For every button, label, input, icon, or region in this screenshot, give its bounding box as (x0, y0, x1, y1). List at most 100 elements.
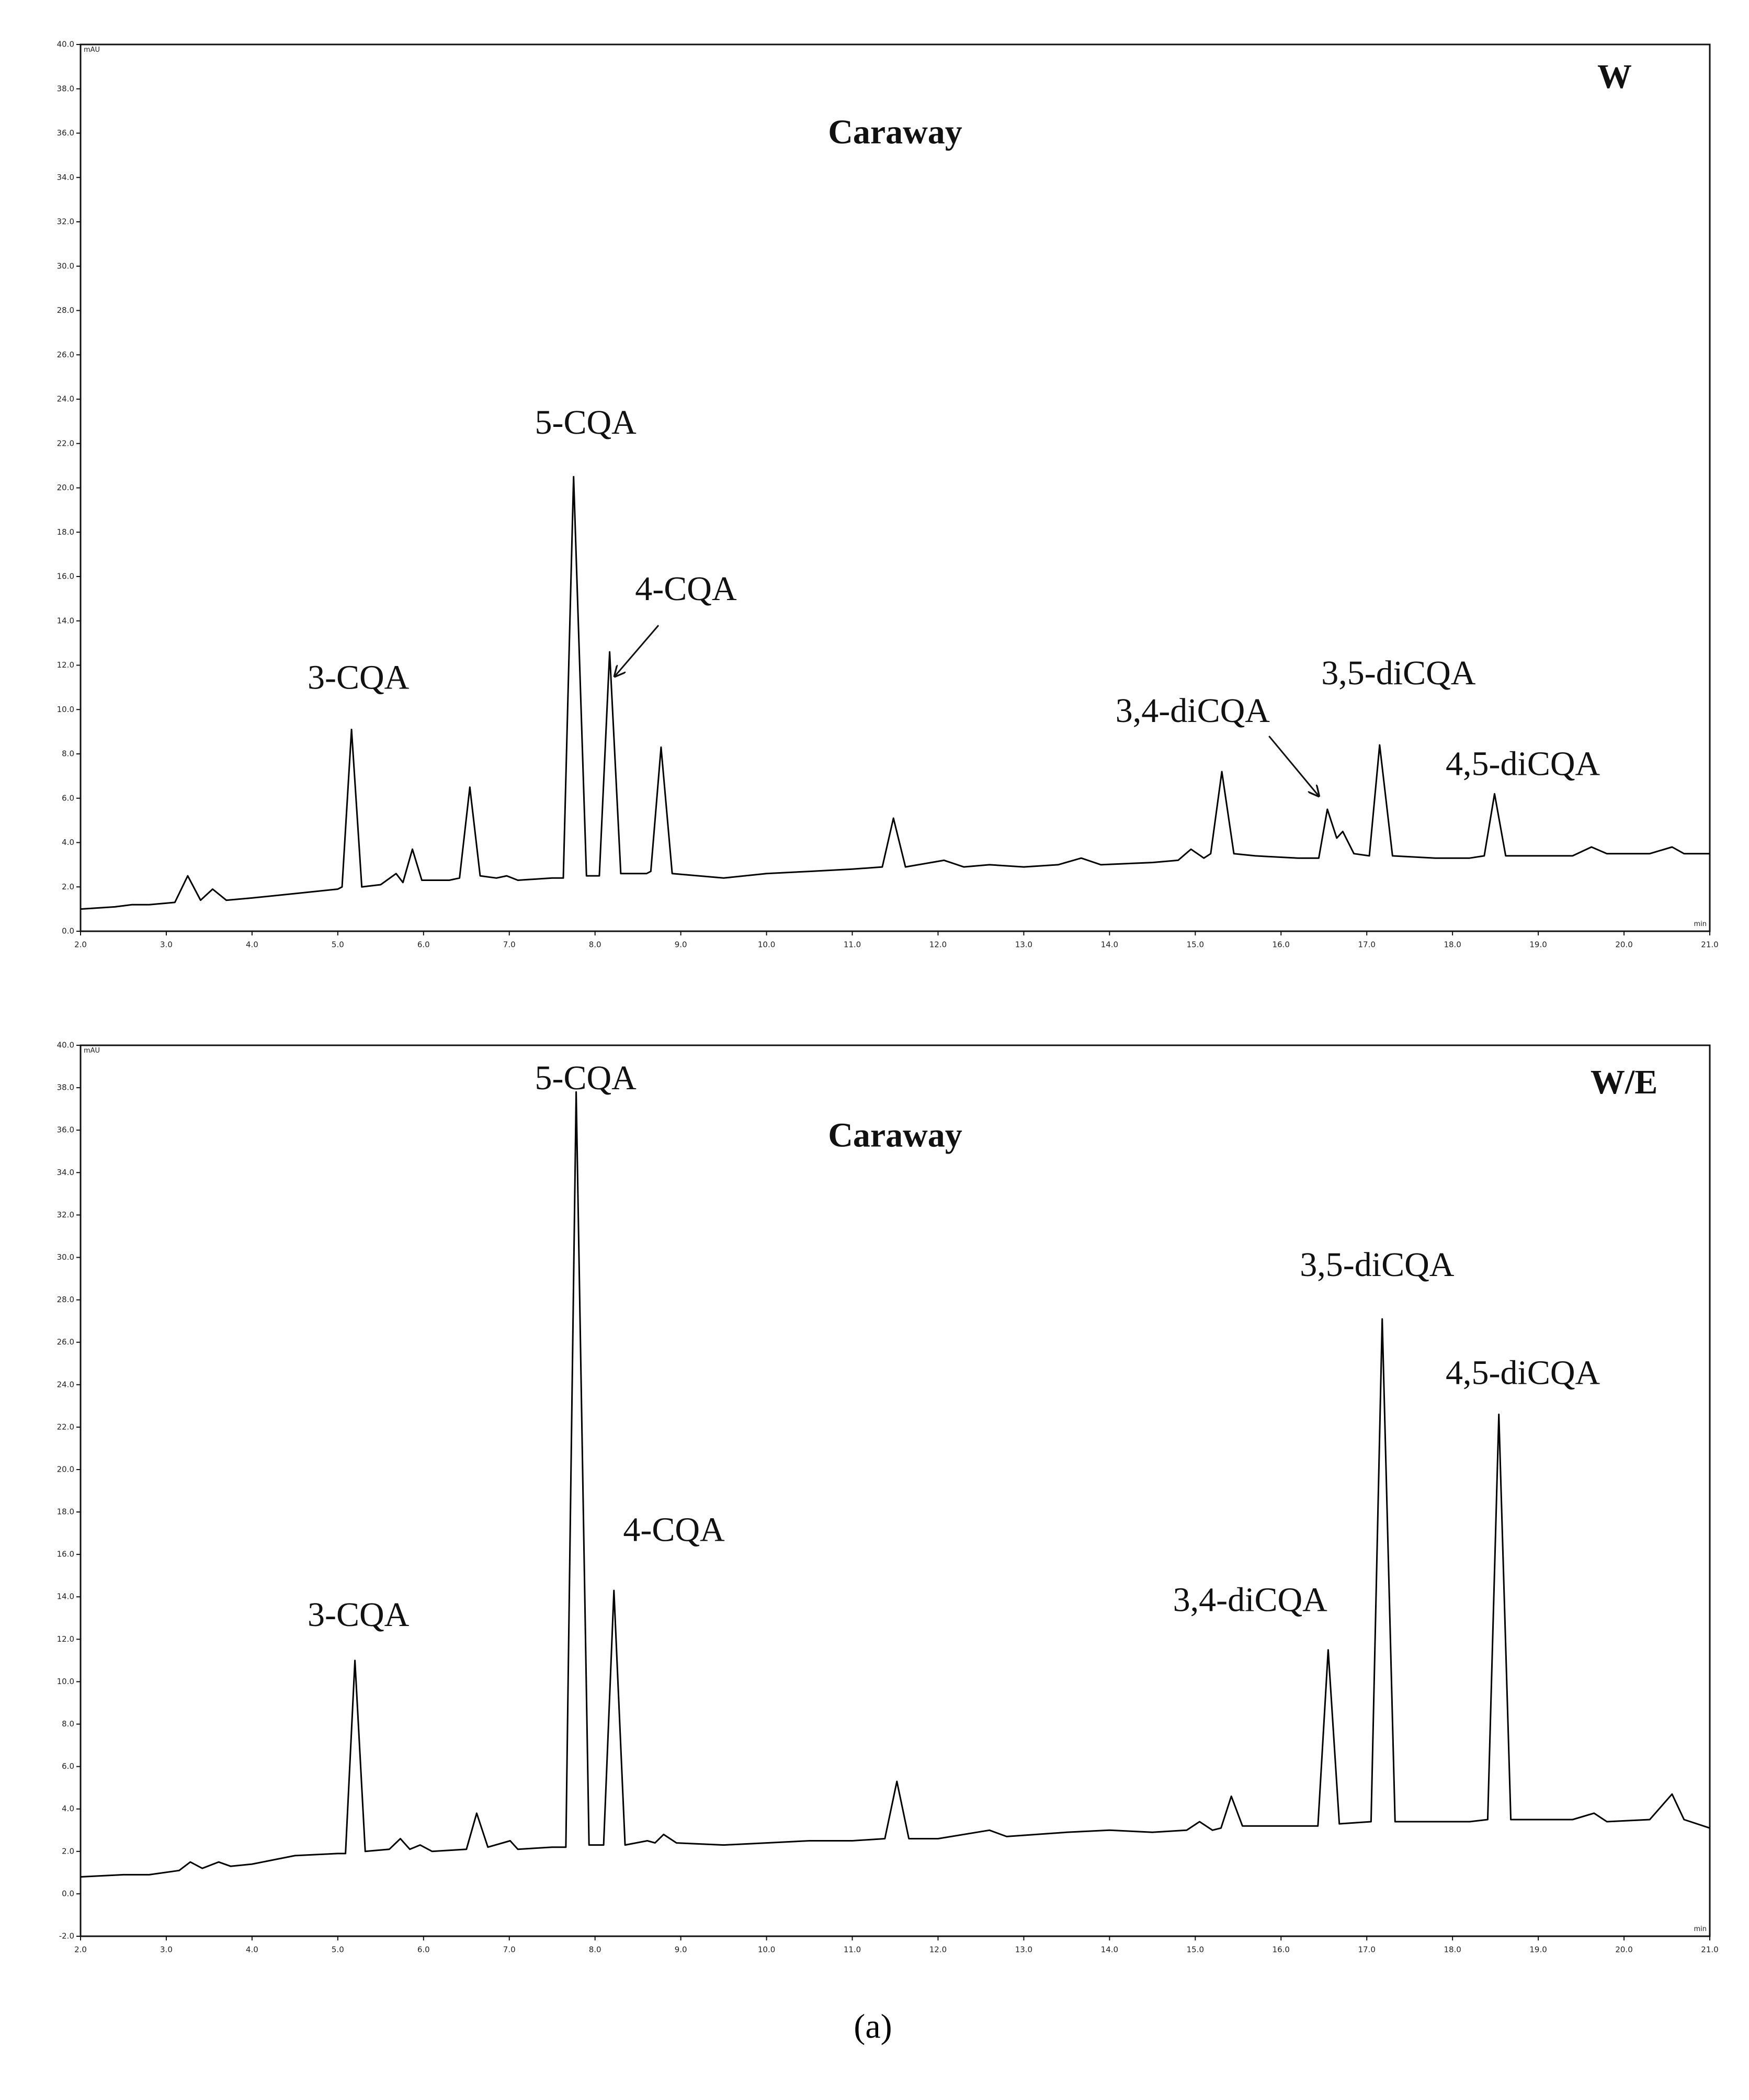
x-tick-label: 3.0 (160, 1945, 173, 1955)
y-tick-label: 34.0 (57, 173, 74, 182)
x-tick-label: 21.0 (1701, 940, 1718, 950)
peak-label: W/E (1591, 1063, 1657, 1101)
y-tick-label: 8.0 (62, 1719, 74, 1729)
x-tick-label: 12.0 (929, 1945, 947, 1955)
x-tick-label: 20.0 (1615, 940, 1632, 950)
x-tick-label: 7.0 (503, 940, 516, 950)
y-tick-label: 34.0 (57, 1168, 74, 1177)
x-tick-label: 9.0 (675, 940, 687, 950)
y-tick-label: 20.0 (57, 483, 74, 492)
peak-label: 3,5-diCQA (1300, 1246, 1455, 1284)
y-tick-label: 30.0 (57, 1252, 74, 1262)
y-tick-label: 28.0 (57, 306, 74, 315)
x-tick-label: 20.0 (1615, 1945, 1632, 1955)
x-tick-label: 2.0 (74, 940, 87, 950)
y-tick-label: 38.0 (57, 84, 74, 93)
y-tick-label: 16.0 (57, 572, 74, 581)
x-tick-label: 14.0 (1101, 940, 1118, 950)
chromatogram-line (80, 476, 1710, 910)
x-tick-label: 12.0 (929, 940, 947, 950)
y-tick-label: 30.0 (57, 261, 74, 270)
y-tick-label: 4.0 (62, 1804, 74, 1813)
y-tick-label: 18.0 (57, 527, 74, 537)
y-tick-label: -2.0 (59, 1932, 74, 1941)
x-tick-label: 18.0 (1444, 940, 1461, 950)
x-tick-label: 4.0 (246, 1945, 258, 1955)
y-tick-label: 0.0 (62, 927, 74, 936)
x-tick-label: 13.0 (1015, 940, 1032, 950)
x-tick-label: 5.0 (332, 940, 344, 950)
peak-label: 3-CQA (308, 1596, 410, 1634)
y-tick-label: 20.0 (57, 1464, 74, 1474)
y-tick-label: 22.0 (57, 1422, 74, 1431)
peak-label: Caraway (828, 1116, 962, 1155)
x-tick-label: 17.0 (1358, 1945, 1376, 1955)
y-tick-label: 28.0 (57, 1295, 74, 1304)
chromatogram-line (80, 1091, 1710, 1878)
y-tick-label: 10.0 (57, 1677, 74, 1686)
x-tick-label: 19.0 (1529, 1945, 1547, 1955)
x-tick-label: 4.0 (246, 940, 258, 950)
annotation-arrow (615, 625, 660, 676)
chart-panel: -2.0 0.0 2.0 4.0 6.0 8.0 10.0 12.0 14.0 16.0 18.0 2… (57, 1041, 1719, 1955)
x-tick-label: 21.0 (1701, 1945, 1718, 1955)
y-tick-label: 6.0 (62, 1762, 74, 1771)
y-tick-label: 4.0 (62, 838, 74, 847)
peak-label: 5-CQA (535, 403, 637, 442)
x-tick-label: 7.0 (503, 1945, 516, 1955)
x-tick-label: 18.0 (1444, 1945, 1461, 1955)
x-tick-label: 6.0 (417, 1945, 430, 1955)
x-tick-label: 16.0 (1273, 1945, 1290, 1955)
x-axis-unit: min (1694, 1925, 1707, 1933)
y-tick-label: 14.0 (57, 1592, 74, 1601)
y-tick-label: 16.0 (57, 1550, 74, 1559)
y-tick-label: 24.0 (57, 394, 74, 404)
y-tick-label: 14.0 (57, 616, 74, 625)
peak-label: Caraway (828, 113, 962, 151)
x-tick-label: 16.0 (1273, 940, 1290, 950)
peak-label: 4,5-diCQA (1446, 745, 1600, 783)
y-tick-label: 32.0 (57, 1210, 74, 1220)
y-tick-label: 2.0 (62, 1846, 74, 1856)
y-axis-unit: mAU (84, 1047, 100, 1055)
x-tick-label: 8.0 (589, 1945, 601, 1955)
x-tick-label: 8.0 (589, 940, 601, 950)
y-tick-label: 40.0 (57, 1041, 74, 1050)
peak-label: 4-CQA (635, 570, 737, 608)
x-tick-label: 9.0 (675, 1945, 687, 1955)
x-axis-unit: min (1694, 920, 1707, 928)
peak-label: 3,4-diCQA (1173, 1581, 1328, 1619)
x-tick-label: 13.0 (1015, 1945, 1032, 1955)
y-tick-label: 40.0 (57, 40, 74, 49)
y-tick-label: 6.0 (62, 793, 74, 803)
x-tick-label: 3.0 (160, 940, 173, 950)
y-tick-label: 36.0 (57, 1125, 74, 1135)
x-tick-label: 10.0 (758, 940, 775, 950)
peak-label: 3,5-diCQA (1321, 654, 1476, 692)
plot-frame (80, 43, 1711, 932)
x-tick-label: 2.0 (74, 1945, 87, 1955)
x-tick-label: 11.0 (844, 1945, 861, 1955)
x-tick-label: 6.0 (417, 940, 430, 950)
peak-label: 3,4-diCQA (1116, 692, 1270, 730)
annotation-arrow (1268, 736, 1319, 796)
caption: (a) (854, 2007, 892, 2046)
y-tick-label: 26.0 (57, 350, 74, 359)
y-tick-label: 38.0 (57, 1083, 74, 1092)
y-axis-unit: mAU (84, 46, 100, 54)
y-tick-label: 26.0 (57, 1337, 74, 1347)
peak-label: W (1597, 58, 1632, 96)
y-tick-label: 24.0 (57, 1380, 74, 1389)
plot-frame (80, 1044, 1711, 1937)
x-tick-label: 5.0 (332, 1945, 344, 1955)
x-tick-label: 15.0 (1187, 1945, 1204, 1955)
x-tick-label: 11.0 (844, 940, 861, 950)
x-tick-label: 14.0 (1101, 1945, 1118, 1955)
x-tick-label: 19.0 (1529, 940, 1547, 950)
peak-label: 3-CQA (308, 658, 410, 696)
y-tick-label: 12.0 (57, 660, 74, 670)
peak-label: 5-CQA (535, 1059, 637, 1097)
x-tick-label: 17.0 (1358, 940, 1376, 950)
